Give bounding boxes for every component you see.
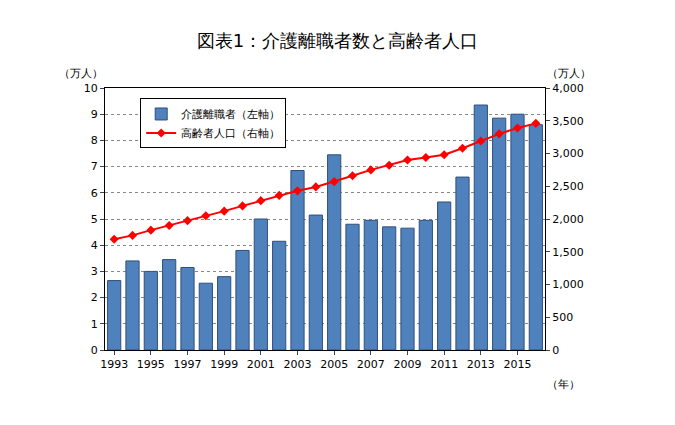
svg-text:0: 0 [552, 344, 559, 357]
svg-text:1993: 1993 [100, 358, 128, 371]
svg-text:2007: 2007 [357, 358, 385, 371]
svg-text:2001: 2001 [247, 358, 275, 371]
svg-text:1,500: 1,500 [552, 246, 584, 259]
svg-text:500: 500 [552, 311, 573, 324]
svg-text:3,000: 3,000 [552, 147, 584, 160]
svg-text:1: 1 [91, 318, 98, 331]
svg-text:1,000: 1,000 [552, 278, 584, 291]
svg-text:8: 8 [91, 134, 98, 147]
svg-text:3,500: 3,500 [552, 115, 584, 128]
svg-text:4: 4 [91, 239, 98, 252]
svg-text:2009: 2009 [394, 358, 422, 371]
svg-text:5: 5 [91, 213, 98, 226]
svg-text:2,500: 2,500 [552, 180, 584, 193]
svg-text:1995: 1995 [137, 358, 165, 371]
svg-text:2015: 2015 [504, 358, 532, 371]
svg-text:2005: 2005 [320, 358, 348, 371]
svg-text:（万人）: （万人） [547, 67, 591, 80]
svg-text:2003: 2003 [284, 358, 312, 371]
svg-text:0: 0 [91, 344, 98, 357]
svg-text:介護離職者（左軸）: 介護離職者（左軸） [181, 108, 280, 121]
svg-text:図表1：介護離職者数と高齢者人口: 図表1：介護離職者数と高齢者人口 [197, 30, 478, 51]
svg-text:1997: 1997 [174, 358, 202, 371]
svg-text:（万人）: （万人） [59, 67, 103, 80]
svg-text:（年）: （年） [547, 378, 580, 391]
svg-text:1999: 1999 [210, 358, 238, 371]
svg-text:3: 3 [91, 265, 98, 278]
svg-text:2: 2 [91, 291, 98, 304]
svg-text:2011: 2011 [430, 358, 458, 371]
svg-text:4,000: 4,000 [552, 82, 584, 95]
svg-text:7: 7 [91, 160, 98, 173]
svg-text:2013: 2013 [467, 358, 495, 371]
svg-text:9: 9 [91, 108, 98, 121]
svg-text:高齢者人口（右軸）: 高齢者人口（右軸） [181, 127, 280, 140]
svg-text:6: 6 [91, 187, 98, 200]
svg-text:10: 10 [84, 82, 98, 95]
svg-text:2,000: 2,000 [552, 213, 584, 226]
